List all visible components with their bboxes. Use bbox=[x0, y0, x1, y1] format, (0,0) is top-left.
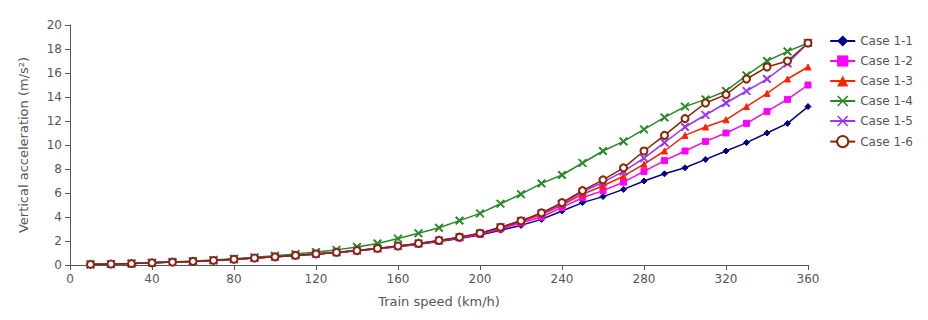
svg-text:8: 8 bbox=[54, 162, 62, 176]
svg-text:Vertical acceleration (m/s²): Vertical acceleration (m/s²) bbox=[16, 57, 31, 233]
svg-text:Case 1-4: Case 1-4 bbox=[860, 94, 913, 108]
svg-text:120: 120 bbox=[305, 272, 328, 286]
svg-text:240: 240 bbox=[551, 272, 574, 286]
svg-text:Case 1-2: Case 1-2 bbox=[860, 54, 913, 68]
svg-text:4: 4 bbox=[54, 210, 62, 224]
svg-text:12: 12 bbox=[47, 114, 62, 128]
svg-text:200: 200 bbox=[469, 272, 492, 286]
svg-text:Case 1-1: Case 1-1 bbox=[860, 34, 913, 48]
svg-text:14: 14 bbox=[47, 90, 62, 104]
svg-text:80: 80 bbox=[226, 272, 241, 286]
svg-text:18: 18 bbox=[47, 42, 62, 56]
svg-text:320: 320 bbox=[715, 272, 738, 286]
svg-text:280: 280 bbox=[633, 272, 656, 286]
svg-text:20: 20 bbox=[47, 18, 62, 32]
svg-text:2: 2 bbox=[54, 234, 62, 248]
svg-text:10: 10 bbox=[47, 138, 62, 152]
svg-text:Case 1-6: Case 1-6 bbox=[860, 135, 913, 149]
svg-text:Case 1-3: Case 1-3 bbox=[860, 74, 913, 88]
svg-text:0: 0 bbox=[54, 258, 62, 272]
svg-text:0: 0 bbox=[66, 272, 74, 286]
svg-text:360: 360 bbox=[797, 272, 820, 286]
svg-text:40: 40 bbox=[144, 272, 159, 286]
svg-text:Train speed (km/h): Train speed (km/h) bbox=[377, 294, 500, 309]
svg-text:Case 1-5: Case 1-5 bbox=[860, 114, 913, 128]
svg-text:160: 160 bbox=[387, 272, 410, 286]
svg-text:6: 6 bbox=[54, 186, 62, 200]
svg-text:16: 16 bbox=[47, 66, 62, 80]
